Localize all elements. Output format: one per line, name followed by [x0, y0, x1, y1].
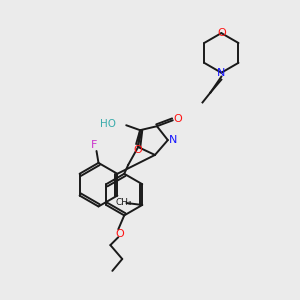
Text: HO: HO: [100, 119, 116, 129]
Text: F: F: [91, 140, 98, 150]
Text: O: O: [173, 114, 182, 124]
Text: O: O: [217, 28, 226, 38]
Text: O: O: [115, 229, 124, 239]
Text: CH₃: CH₃: [115, 197, 132, 206]
Text: N: N: [169, 135, 177, 145]
Text: N: N: [217, 68, 226, 78]
Text: O: O: [134, 145, 142, 155]
